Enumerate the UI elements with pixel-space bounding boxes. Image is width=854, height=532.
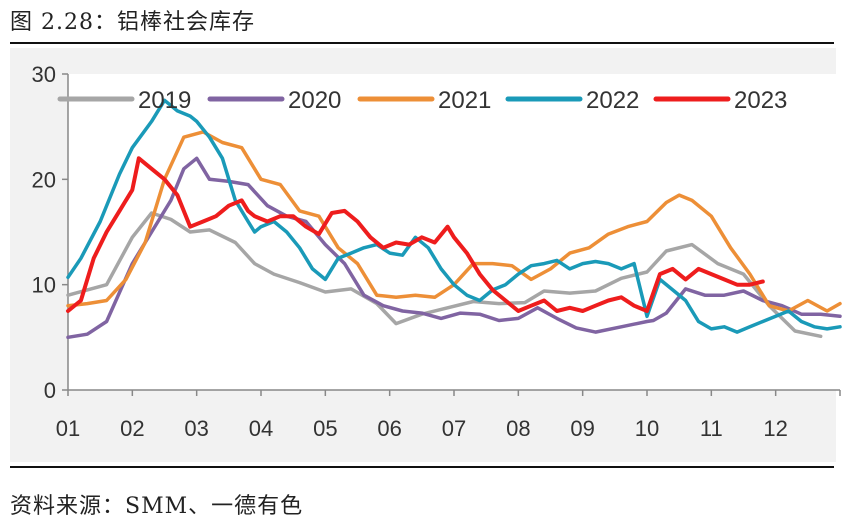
y-tick-label: 0 <box>44 378 56 403</box>
plot-area <box>68 74 840 390</box>
source-note: 资料来源：SMM、一德有色 <box>10 494 304 519</box>
series-line-2020 <box>66 156 842 340</box>
figure-title: 图 2.28：铝棒社会库存 <box>10 10 255 35</box>
x-tick-label: 06 <box>377 416 401 441</box>
legend: 2019 2020 2021 2022 2023 <box>57 87 787 114</box>
x-tick-label: 05 <box>313 416 337 441</box>
legend-label-2021: 2021 <box>438 87 491 114</box>
legend-label-2019: 2019 <box>138 87 191 114</box>
y-tick-label: 10 <box>32 273 56 298</box>
x-tick-label: 11 <box>700 416 723 441</box>
series-group <box>66 98 842 340</box>
series-line-2022 <box>66 98 842 334</box>
x-tick-label: 08 <box>506 416 530 441</box>
x-tick-label: 03 <box>184 416 208 441</box>
series-line-2021 <box>66 130 842 313</box>
x-tick-label: 12 <box>763 416 787 441</box>
x-tick-label: 09 <box>570 416 594 441</box>
y-tick-label: 20 <box>32 167 56 192</box>
bottom-rule <box>10 466 834 468</box>
y-tick-label: 30 <box>32 62 56 87</box>
top-rule <box>10 42 834 44</box>
legend-label-2020: 2020 <box>288 87 341 114</box>
legend-label-2023: 2023 <box>734 87 787 114</box>
x-tick-label: 07 <box>442 416 466 441</box>
x-tick-label: 02 <box>120 416 144 441</box>
x-tick-label: 10 <box>635 416 659 441</box>
x-tick-label: 04 <box>249 416 273 441</box>
x-tick-label: 01 <box>56 416 80 441</box>
axes: 0 10 20 30 01 02 03 04 05 06 07 08 09 10 11 12 <box>32 62 841 441</box>
series-line-2023 <box>66 156 765 313</box>
legend-label-2022: 2022 <box>586 87 639 114</box>
